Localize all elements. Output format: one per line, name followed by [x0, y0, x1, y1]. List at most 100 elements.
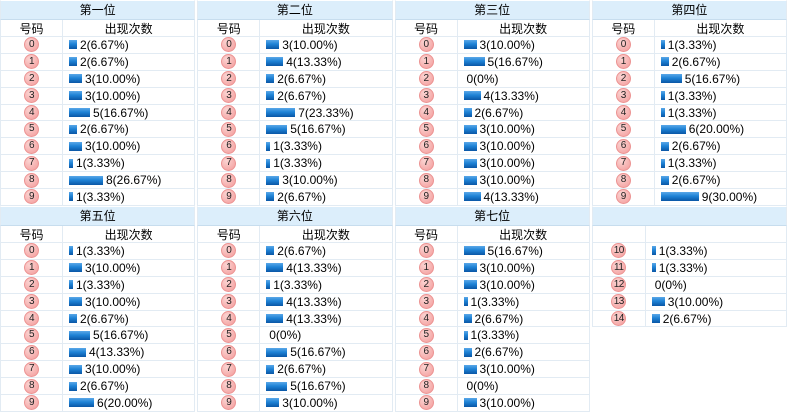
frequency-bar	[463, 192, 481, 202]
frequency-bar	[69, 364, 82, 374]
frequency-bar	[651, 297, 665, 307]
position-section: 第三位 号码 出现次数 0 3(10.00%) 1 5(16.67%) 2 0(…	[394, 0, 590, 206]
frequency-cell: 3(10.00%)	[458, 37, 589, 53]
frequency-label: 2(6.67%)	[474, 345, 524, 360]
frequency-column-header: 出现次数	[104, 21, 153, 36]
frequency-cell: 8(26.67%)	[63, 172, 194, 188]
frequency-label: 2(6.67%)	[277, 189, 326, 204]
frequency-bar	[660, 57, 669, 67]
section-header: 号码 出现次数	[197, 20, 393, 37]
number-badge: 7	[221, 155, 237, 171]
frequency-cell: 1(3.33%)	[63, 277, 194, 293]
frequency-bar	[266, 40, 280, 50]
number-cell: 13	[593, 293, 646, 310]
frequency-bar	[660, 141, 669, 151]
frequency-cell: 1(3.33%)	[655, 37, 786, 53]
number-column-header: 号码	[396, 226, 458, 242]
number-cell: 7	[1, 155, 63, 172]
table-row: 2 0(0%)	[394, 70, 590, 88]
number-badge: 2	[221, 277, 237, 293]
number-cell: 4	[396, 104, 458, 121]
frequency-label: 3(10.00%)	[85, 362, 141, 377]
frequency-label: 1(3.33%)	[273, 139, 322, 154]
number-cell: 6	[396, 138, 458, 155]
number-cell: 9	[1, 395, 63, 411]
number-cell: 3	[1, 293, 63, 310]
number-badge: 3	[418, 88, 434, 104]
table-row: 10 1(3.33%)	[591, 243, 787, 260]
number-badge: 1	[24, 54, 39, 70]
position-section: 10 1(3.33%) 11 1(3.33%) 12 0(0%) 13 3(1	[591, 206, 787, 412]
frequency-bar	[463, 158, 477, 168]
frequency-cell: 1(3.33%)	[646, 260, 786, 276]
frequency-label: 1(3.33%)	[667, 37, 717, 52]
frequency-cell: 4(13.33%)	[63, 344, 194, 360]
rows-container: 0 5(16.67%) 1 3(10.00%) 2 3(10.00%) 3 1	[394, 243, 590, 412]
frequency-cell: 2(6.67%)	[655, 172, 786, 188]
table-row: 2 1(3.33%)	[0, 276, 196, 294]
frequency-label: 4(13.33%)	[286, 311, 342, 326]
number-badge: 1	[615, 54, 631, 70]
frequency-bar	[266, 91, 275, 101]
table-row: 7 2(6.67%)	[197, 361, 393, 379]
frequency-bar	[463, 124, 477, 134]
section-title: 第一位	[0, 0, 196, 20]
number-cell: 0	[1, 243, 63, 259]
table-row: 7 1(3.33%)	[591, 155, 787, 173]
table-row: 3 4(13.33%)	[394, 87, 590, 105]
frequency-cell: 3(10.00%)	[646, 294, 786, 310]
number-cell: 3	[198, 293, 261, 310]
number-badge: 11	[611, 260, 627, 276]
frequency-bar	[651, 263, 656, 273]
frequency-bar	[463, 314, 472, 323]
frequency-label: 5(16.67%)	[93, 105, 149, 120]
frequency-bar	[69, 280, 73, 290]
frequency-bar	[266, 57, 284, 67]
number-badge: 7	[24, 155, 39, 171]
table-row: 7 1(3.33%)	[197, 155, 393, 173]
table-row: 3 3(10.00%)	[0, 293, 196, 311]
frequency-cell: 3(10.00%)	[260, 172, 391, 188]
frequency-label: 8(26.67%)	[106, 173, 162, 188]
number-badge: 8	[221, 172, 237, 188]
number-badge: 5	[615, 121, 631, 137]
number-cell: 1	[396, 259, 458, 276]
number-cell: 5	[198, 327, 261, 344]
frequency-bar	[463, 40, 477, 50]
frequency-label: 1(3.33%)	[76, 277, 125, 292]
number-badge: 4	[221, 105, 237, 120]
number-badge: 4	[615, 105, 631, 120]
frequency-bar	[651, 314, 660, 323]
number-badge: 8	[24, 378, 39, 394]
number-cell: 0	[198, 243, 261, 259]
frequency-label: 4(13.33%)	[286, 260, 342, 275]
frequency-bar	[69, 108, 90, 117]
number-badge: 5	[221, 121, 237, 137]
number-cell: 0	[198, 37, 261, 53]
frequency-cell: 3(10.00%)	[458, 121, 589, 137]
table-row: 9 3(10.00%)	[394, 395, 590, 412]
number-badge: 7	[615, 155, 631, 171]
frequency-column-header: 出现次数	[301, 227, 350, 242]
frequency-bar	[660, 158, 665, 168]
number-cell: 1	[198, 259, 261, 276]
frequency-label: 3(10.00%)	[85, 139, 141, 154]
frequency-label: 1(3.33%)	[76, 189, 125, 204]
frequency-label: 6(20.00%)	[688, 122, 745, 137]
section-title: 第二位	[197, 0, 393, 20]
frequency-label: 4(13.33%)	[286, 54, 342, 69]
section-title	[591, 206, 787, 226]
number-cell: 8	[1, 378, 63, 395]
number-cell: 5	[1, 327, 63, 344]
frequency-cell: 3(10.00%)	[63, 294, 194, 310]
frequency-bar	[463, 364, 477, 374]
frequency-cell: 2(6.67%)	[63, 54, 194, 70]
frequency-label: 1(3.33%)	[470, 328, 520, 343]
number-cell: 1	[593, 53, 655, 70]
table-row: 9 9(30.00%)	[591, 189, 787, 206]
number-badge: 5	[24, 121, 39, 137]
section-title: 第四位	[591, 0, 787, 20]
table-row: 0 1(3.33%)	[0, 243, 196, 260]
number-column-header	[593, 226, 646, 242]
